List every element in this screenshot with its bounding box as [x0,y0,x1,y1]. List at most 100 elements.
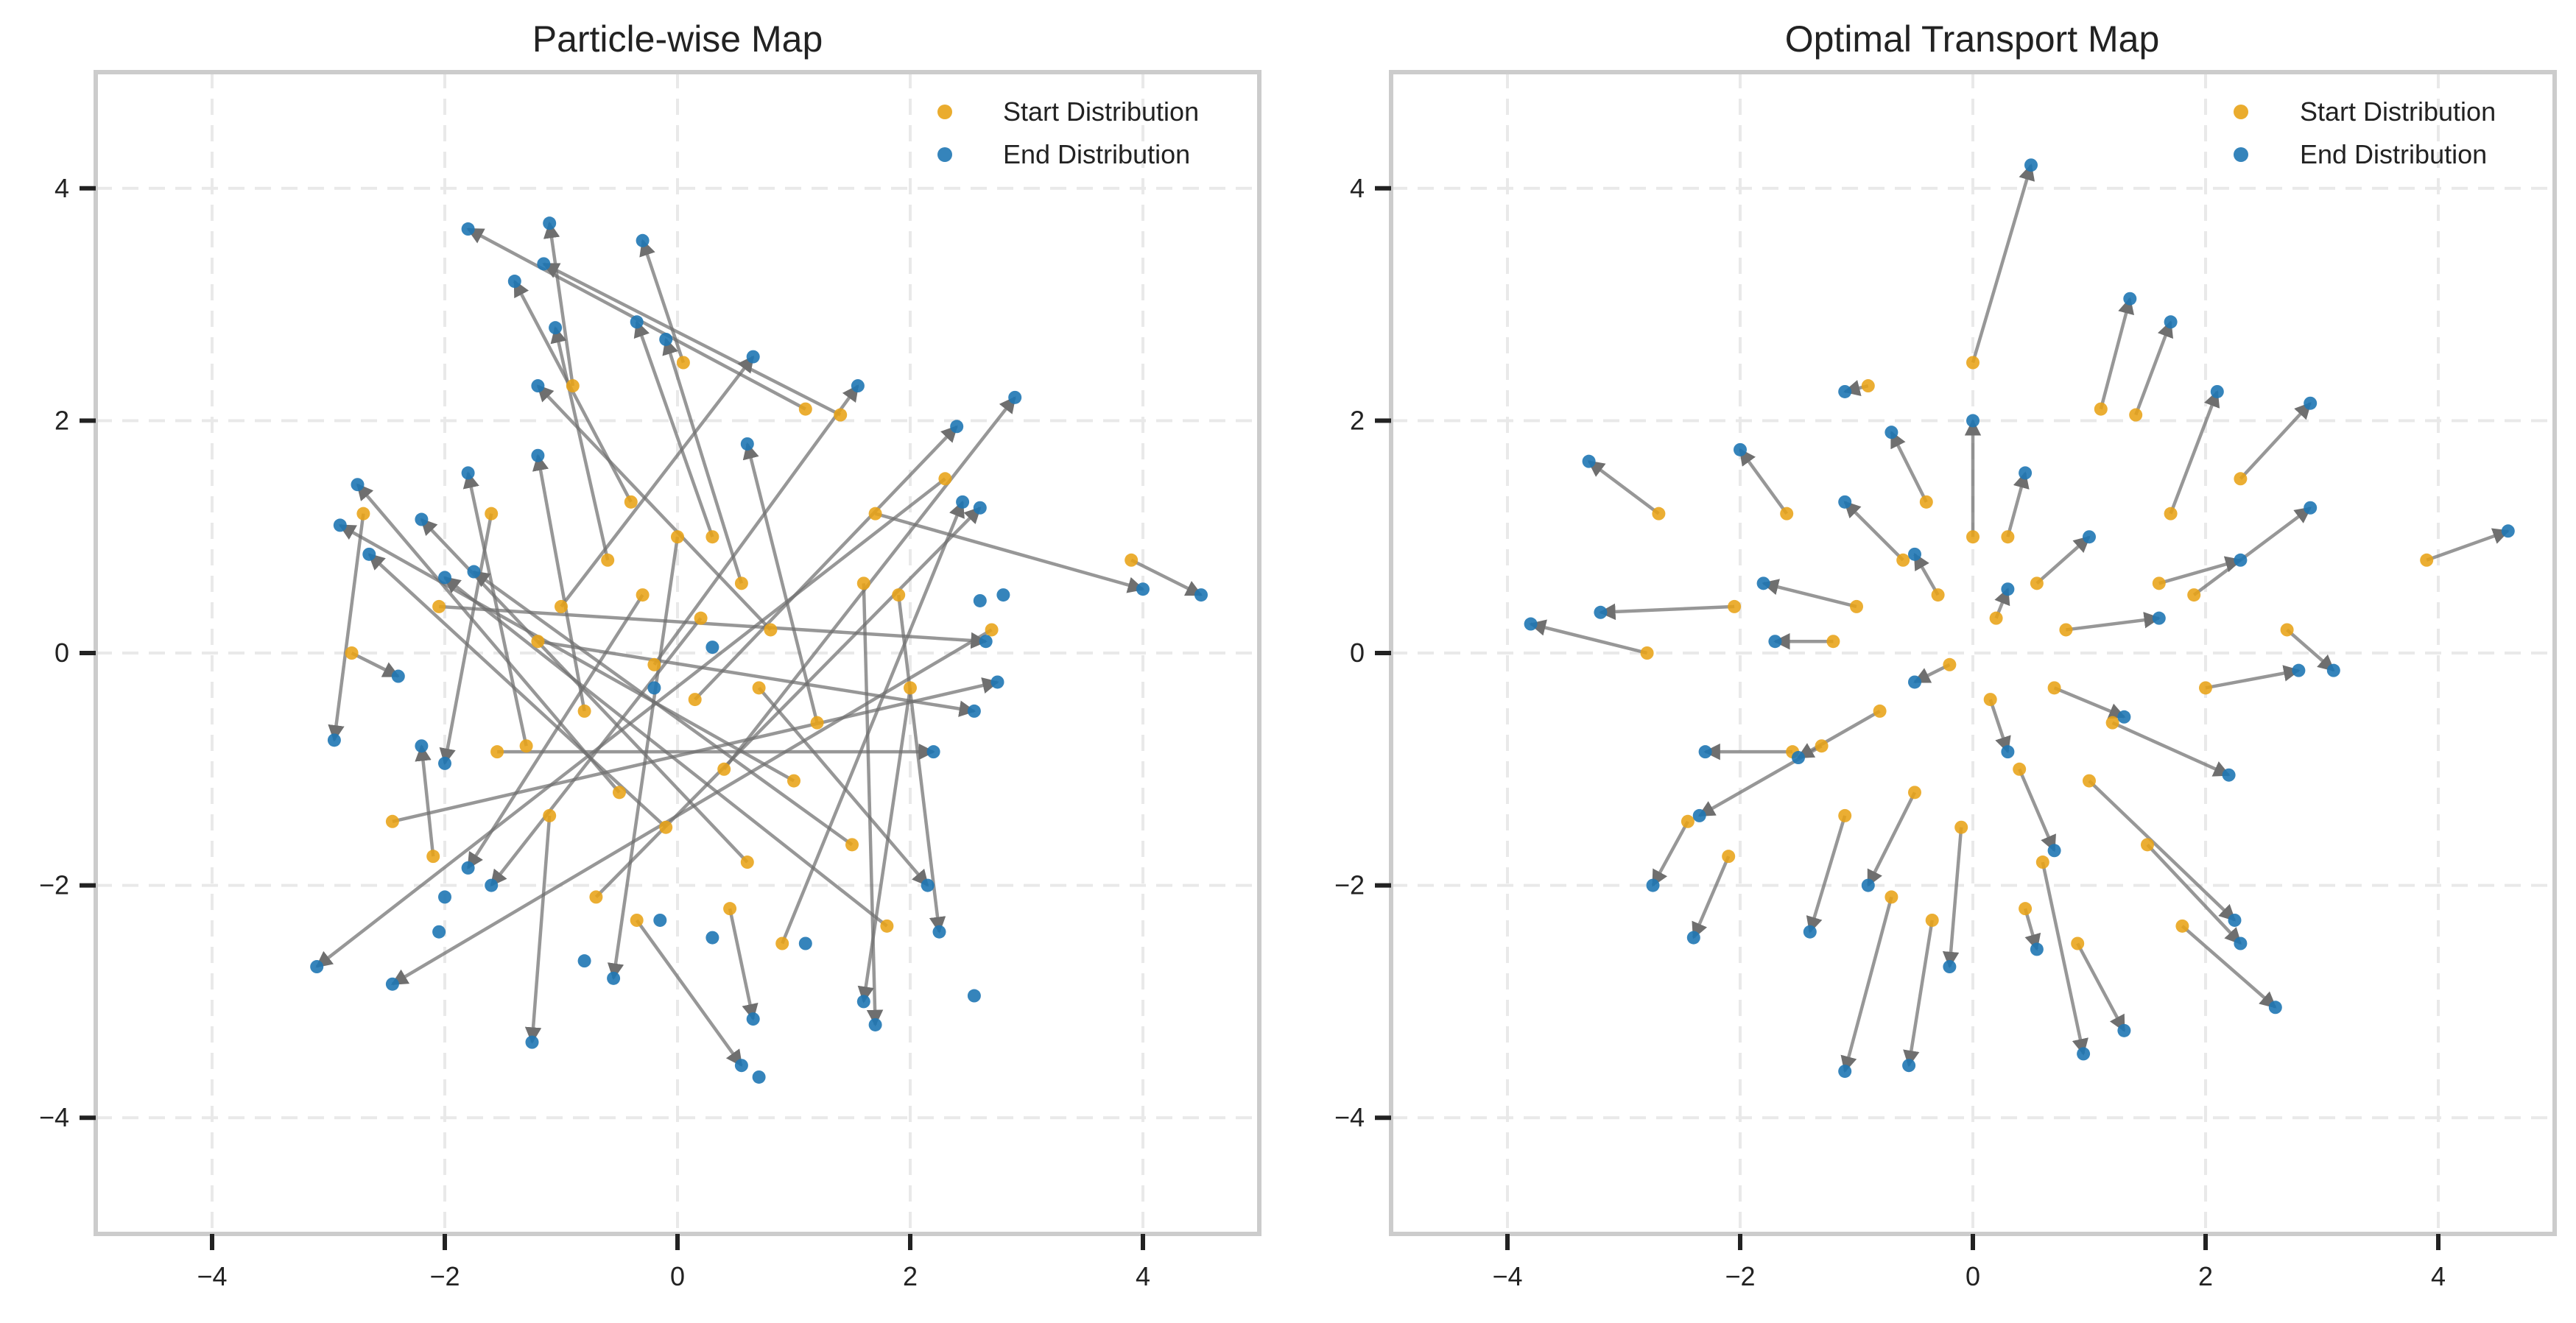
end-point [967,704,981,718]
y-tick-label: −2 [1334,870,1365,900]
start-point [1125,553,1139,567]
end-point [461,466,475,480]
transport-arrow [1913,552,1940,596]
end-point [531,379,545,393]
axis-ticks: −4 −2 0 2 4 −4 −2 0 2 4 [1334,173,2446,1291]
transport-arrow [757,686,929,887]
legend-marker-end [2234,147,2248,162]
start-point [647,657,661,671]
start-point [2013,762,2027,776]
transport-arrow [728,908,759,1021]
end-point [734,1059,748,1073]
transport-arrow [2146,843,2242,945]
transport-arrow [857,688,912,1003]
transport-arrow [2023,908,2041,951]
start-point [1850,599,1863,613]
start-point [1838,808,1852,822]
start-point [601,553,615,567]
transport-arrow [538,639,976,717]
transport-arrow [1942,827,1963,969]
start-point [845,838,859,852]
end-point [740,437,754,451]
end-point [2326,663,2340,677]
transport-arrow [2192,506,2312,596]
end-point [2234,936,2248,950]
transport-arrow [2426,528,2510,562]
start-point [1966,356,1979,370]
start-point [356,507,370,521]
start-point [1931,588,1945,602]
end-point [856,995,870,1009]
start-point [2164,507,2178,521]
transport-arrow [315,477,946,968]
start-point [717,762,731,776]
transport-arrow [1971,163,2035,364]
start-point [1826,635,1840,649]
start-point [1815,739,1829,753]
end-point [1966,414,1979,428]
end-point [2292,663,2306,677]
start-point [752,681,766,695]
transport-arrow [2099,297,2135,410]
transport-arrow [543,221,575,387]
start-point [2199,681,2212,695]
end-point [415,512,429,526]
transport-arrow [1840,896,1893,1073]
end-point [2117,710,2131,724]
chart-title: Particle-wise Map [532,18,823,60]
end-point [327,733,341,747]
start-point [1896,553,1910,567]
x-tick-label: −2 [429,1261,460,1291]
transport-arrow [1587,459,1660,515]
transport-arrow [1692,855,1731,939]
start-point [1652,507,1666,521]
transport-arrow [2066,612,2161,632]
end-point [2268,1001,2282,1015]
end-points [310,216,1208,1084]
transport-arrow [742,442,819,724]
start-point [577,704,591,718]
start-point [426,850,440,864]
end-point [752,1070,766,1084]
end-point [630,315,644,329]
transport-arrow [2018,768,2056,853]
chart-panel-particle-wise: Particle-wise Map −4 −2 0 2 4 −4 −2 0 2 4 Start D… [39,18,1261,1291]
transport-arrow [438,604,988,649]
end-point [2001,582,2015,596]
end-point [653,913,667,927]
transport-arrow [694,425,958,701]
end-point [1885,426,1898,440]
legend-marker-start [937,105,952,119]
start-point [1954,820,1968,834]
end-point [868,1017,882,1031]
end-point [461,222,475,236]
legend-label-end: End Distribution [2300,139,2487,169]
x-tick-label: −2 [1725,1261,1755,1291]
transport-arrow [1843,501,1904,562]
end-point [746,1012,760,1026]
transport-arrow [1739,448,1789,515]
legend-marker-end [937,147,952,162]
end-point [2030,942,2044,956]
end-point [1582,454,1596,468]
start-point [2420,553,2434,567]
end-point [926,745,940,759]
transport-arrow [1529,619,1648,655]
transport-arrow [2169,389,2220,515]
transport-arrow [862,583,884,1027]
end-point [1646,878,1660,892]
x-tick-label: 2 [903,1261,918,1291]
y-tick-label: 0 [1350,638,1365,668]
y-tick-label: 2 [54,405,69,435]
end-point [432,925,446,939]
end-point [1594,605,1608,619]
start-point [688,693,702,707]
end-point [333,518,347,532]
y-tick-label: −4 [1334,1102,1365,1132]
end-point [2234,553,2248,567]
end-point [636,233,650,247]
transport-arrow [594,507,982,898]
transport-arrow [328,513,365,742]
transport-arrow [633,320,714,537]
